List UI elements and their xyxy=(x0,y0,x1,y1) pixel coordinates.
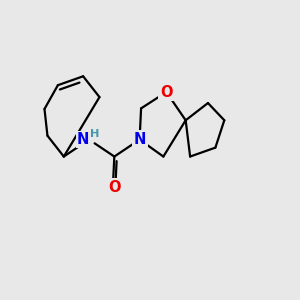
Text: O: O xyxy=(160,85,172,100)
Text: H: H xyxy=(90,129,100,139)
Text: N: N xyxy=(77,132,89,147)
Text: O: O xyxy=(108,180,121,195)
Text: N: N xyxy=(134,132,146,147)
